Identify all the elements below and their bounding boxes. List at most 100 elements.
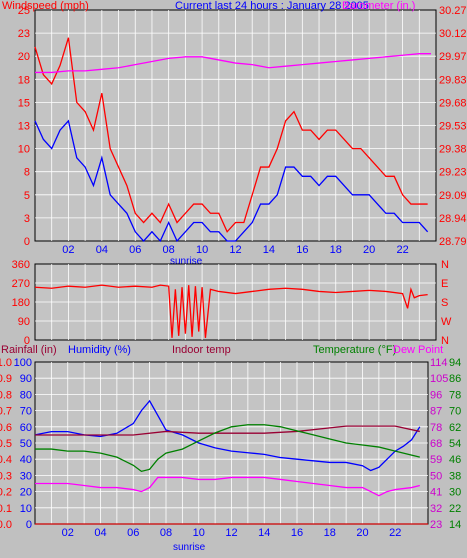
series-dew-point bbox=[35, 476, 420, 497]
y-tick-label: 270 bbox=[12, 278, 30, 290]
y-tick-label: 23 bbox=[18, 28, 30, 40]
y-tick-label: 86 bbox=[449, 373, 461, 385]
wind-series bbox=[34, 37, 431, 243]
y-tick-label: 15 bbox=[18, 97, 30, 109]
y-tick-label: 0.6 bbox=[0, 422, 12, 434]
x-tick-label: 04 bbox=[94, 527, 106, 539]
y-tick-label: 0 bbox=[26, 519, 32, 531]
y-tick-label: 30.12 bbox=[439, 28, 467, 40]
series-gust bbox=[34, 37, 428, 233]
y-tick-label: 114 bbox=[430, 357, 448, 369]
y-tick-label: 5 bbox=[24, 190, 30, 202]
y-tick-label: 62 bbox=[449, 422, 461, 434]
series-indoor-temp bbox=[35, 425, 420, 436]
y-tick-label: 38 bbox=[449, 470, 461, 482]
y-tick-label: 70 bbox=[20, 406, 32, 418]
y-tick-label: 68 bbox=[430, 438, 442, 450]
series-humidity bbox=[34, 399, 421, 472]
series-average bbox=[34, 119, 429, 243]
y-tick-label: 360 bbox=[12, 259, 30, 271]
y-tick-label: 30 bbox=[449, 487, 461, 499]
y-tick-label: 8 bbox=[24, 167, 30, 179]
wind-x-ticks: 02 04 06 08 10 12 14 16 18 20 22 bbox=[62, 244, 408, 256]
y-tick-label: 18 bbox=[18, 74, 30, 86]
y-tick-label: 29.53 bbox=[439, 121, 467, 133]
y-tick-label: 46 bbox=[449, 454, 461, 466]
y-tick-label: 10 bbox=[20, 503, 32, 515]
y-tick-label: 54 bbox=[449, 438, 461, 450]
direction-grid bbox=[35, 264, 436, 340]
x-tick-label: 06 bbox=[129, 244, 141, 256]
y-tick-label: 20 bbox=[20, 487, 32, 499]
climate-series bbox=[34, 399, 428, 525]
y-tick-label: 0.4 bbox=[0, 454, 12, 466]
y-tick-label: 32 bbox=[430, 503, 442, 515]
series-temperature bbox=[35, 424, 420, 473]
x-tick-label: 16 bbox=[291, 527, 303, 539]
x-tick-label: 20 bbox=[363, 244, 375, 256]
x-tick-label: 08 bbox=[163, 244, 175, 256]
y-tick-label: 28.79 bbox=[439, 236, 467, 248]
y-tick-label: 0.5 bbox=[0, 438, 12, 450]
indoor-temp-label: Indoor temp bbox=[172, 344, 231, 356]
chart-title: Current last 24 hours : January 28 2005 bbox=[175, 0, 369, 12]
x-tick-label: 22 bbox=[389, 527, 401, 539]
y-tick-label: 30 bbox=[20, 470, 32, 482]
series-direction bbox=[34, 284, 428, 338]
y-tick-label: 40 bbox=[20, 454, 32, 466]
x-tick-label: 18 bbox=[330, 244, 342, 256]
y-tick-label: 13 bbox=[18, 121, 30, 133]
y-tick-label: 29.68 bbox=[439, 97, 467, 109]
x-tick-label: 12 bbox=[225, 527, 237, 539]
x-tick-label: 22 bbox=[396, 244, 408, 256]
y-tick-label: 20 bbox=[18, 51, 30, 63]
x-tick-label: 04 bbox=[96, 244, 108, 256]
x-tick-label: 12 bbox=[229, 244, 241, 256]
barometer-ticks: 28.79 28.94 29.09 29.23 29.38 29.53 29.68 29.83… bbox=[439, 5, 467, 248]
x-tick-label: 20 bbox=[356, 527, 368, 539]
sunrise-label-bottom: sunrise bbox=[173, 542, 206, 553]
x-tick-label: 14 bbox=[258, 527, 270, 539]
y-tick-label: 105 bbox=[430, 373, 448, 385]
y-tick-label: 0.9 bbox=[0, 373, 12, 385]
y-tick-label: 22 bbox=[449, 503, 461, 515]
y-tick-label: 50 bbox=[430, 470, 442, 482]
temperature-ticks: 14 22 30 38 46 54 62 70 78 86 94 bbox=[449, 357, 461, 531]
y-tick-label: 29.38 bbox=[439, 144, 467, 156]
climate-x-ticks: 02 04 06 08 10 12 14 16 18 20 22 bbox=[62, 527, 402, 539]
x-tick-label: 14 bbox=[263, 244, 275, 256]
wind-grid bbox=[35, 10, 436, 241]
y-tick-label: 59 bbox=[430, 454, 442, 466]
climate-grid bbox=[35, 362, 428, 524]
x-tick-label: 06 bbox=[127, 527, 139, 539]
x-tick-label: 10 bbox=[196, 244, 208, 256]
y-tick-label: 29.23 bbox=[439, 167, 467, 179]
y-tick-label: N bbox=[441, 259, 449, 271]
windspeed-ticks: 0 3 5 8 10 13 15 18 20 23 25 bbox=[18, 5, 30, 248]
indoor-temp-ticks: 23 32 41 50 59 68 78 87 96 105 114 bbox=[430, 357, 448, 531]
y-tick-label: 180 bbox=[12, 297, 30, 309]
y-tick-label: 90 bbox=[20, 373, 32, 385]
y-tick-label: 29.83 bbox=[439, 74, 467, 86]
y-tick-label: 87 bbox=[430, 406, 442, 418]
x-tick-label: 02 bbox=[62, 244, 74, 256]
barometer-label: Barometer (in.) bbox=[342, 0, 415, 12]
y-tick-label: 50 bbox=[20, 438, 32, 450]
y-tick-label: E bbox=[441, 278, 448, 290]
y-tick-label: 60 bbox=[20, 422, 32, 434]
y-tick-label: 80 bbox=[20, 389, 32, 401]
y-tick-label: 94 bbox=[449, 357, 461, 369]
windspeed-label: Windspeed (mph) bbox=[2, 0, 89, 12]
humidity-ticks: 0 10 20 30 40 50 60 70 80 90 100 bbox=[14, 357, 32, 531]
y-tick-label: 0.8 bbox=[0, 389, 12, 401]
y-tick-label: 78 bbox=[449, 389, 461, 401]
y-tick-label: 29.97 bbox=[439, 51, 467, 63]
y-tick-label: 0 bbox=[24, 236, 30, 248]
dew-point-label: Dew Point bbox=[393, 344, 443, 356]
y-tick-label: 70 bbox=[449, 406, 461, 418]
y-tick-label: N bbox=[441, 335, 449, 347]
y-tick-label: 23 bbox=[430, 519, 442, 531]
y-tick-label: 0.2 bbox=[0, 487, 12, 499]
